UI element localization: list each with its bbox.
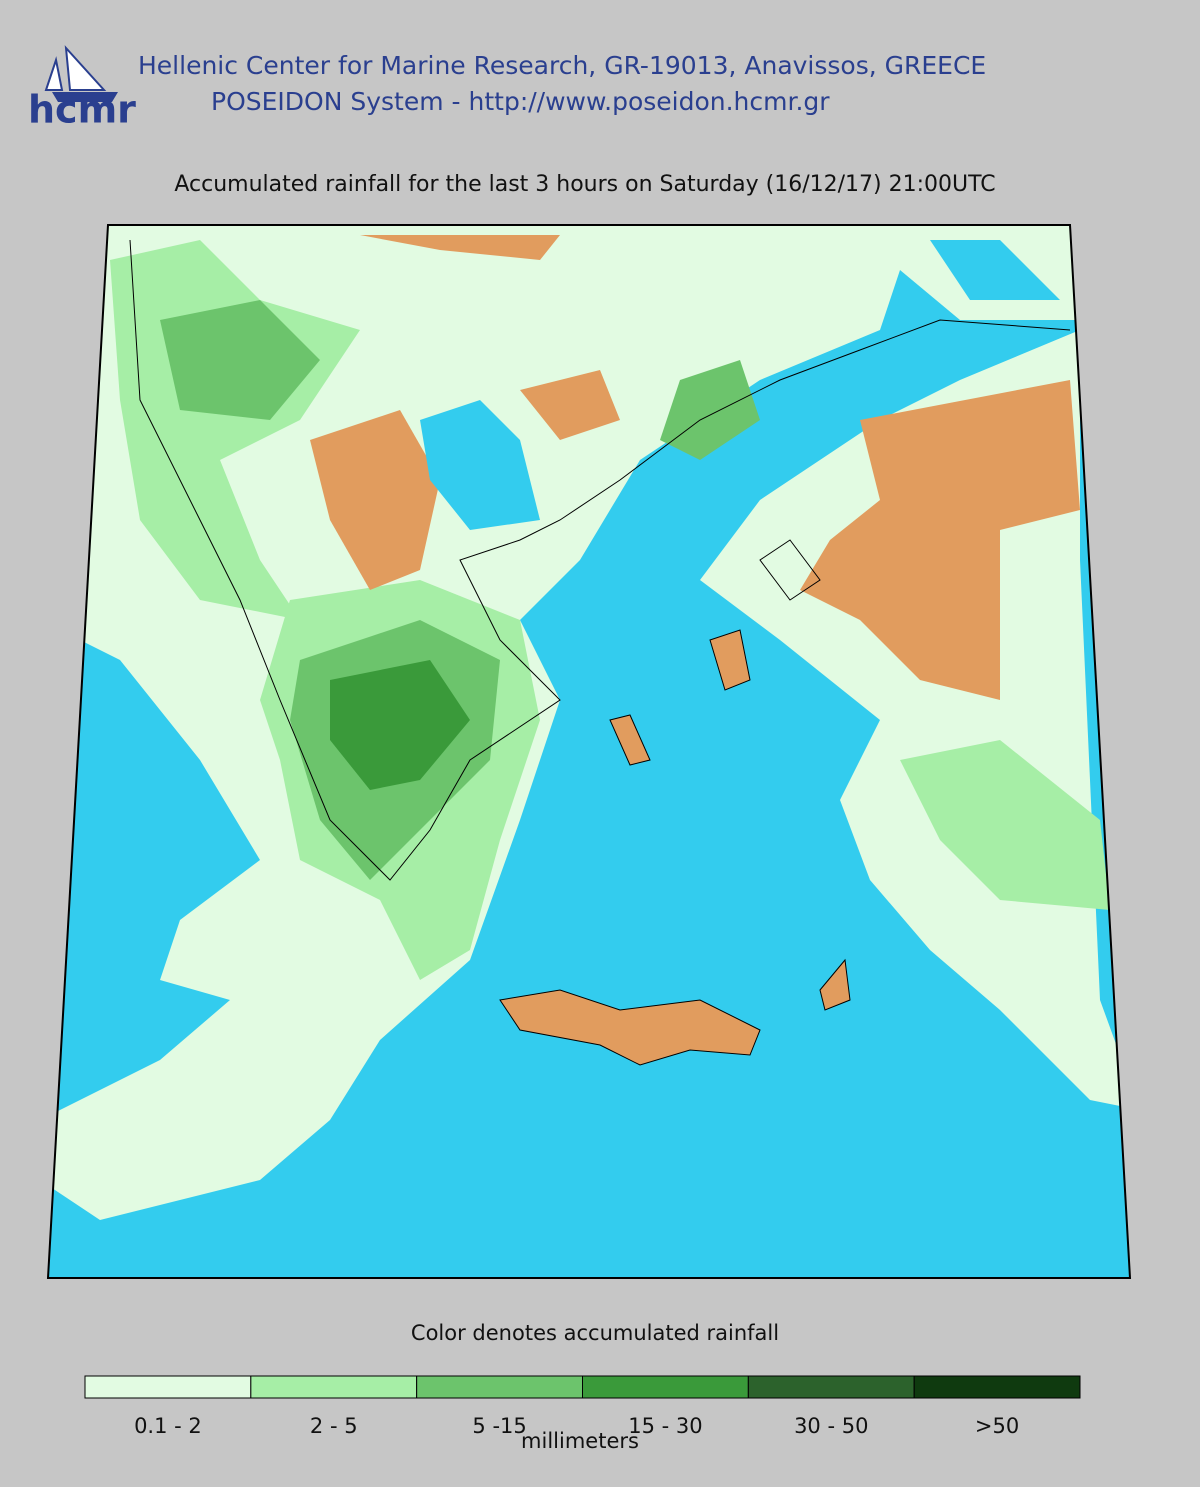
legend-label: 15 - 30 (628, 1414, 702, 1438)
logo-text: hcmr (28, 88, 136, 132)
legend-swatch (416, 1375, 583, 1399)
legend: 0.1 - 2 2 - 5 5 -15 15 - 30 30 - 50 >50 (84, 1375, 1081, 1438)
logo: hcmr (28, 45, 136, 132)
header-line-2: POSEIDON System - http://www.poseidon.hc… (211, 87, 830, 116)
legend-label: 0.1 - 2 (134, 1414, 202, 1438)
legend-caption: Color denotes accumulated rainfall (411, 1321, 779, 1345)
legend-label: >50 (975, 1414, 1019, 1438)
legend-swatch (250, 1375, 418, 1399)
legend-label: 2 - 5 (310, 1414, 358, 1438)
map (48, 225, 1130, 1278)
header-line-1: Hellenic Center for Marine Research, GR-… (138, 51, 986, 80)
legend-swatch (582, 1375, 749, 1399)
map-frame (46, 224, 1132, 1279)
legend-units: millimeters (521, 1429, 639, 1453)
legend-label: 30 - 50 (794, 1414, 868, 1438)
legend-label: 5 -15 (472, 1414, 526, 1438)
map-title: Accumulated rainfall for the last 3 hour… (174, 172, 995, 197)
legend-swatch (747, 1375, 915, 1399)
legend-swatch (84, 1375, 252, 1399)
legend-swatch (913, 1375, 1081, 1399)
